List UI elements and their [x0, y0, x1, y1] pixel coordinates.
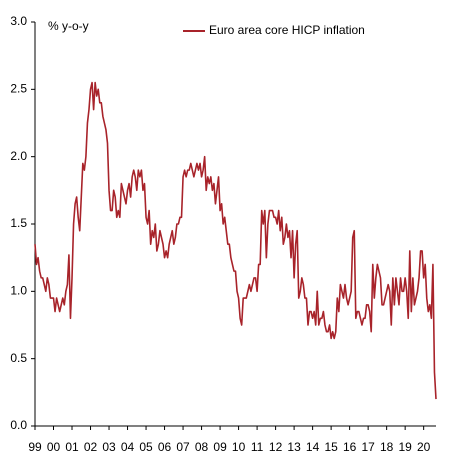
x-tick-label: 19: [398, 440, 412, 454]
x-tick-label: 12: [269, 440, 283, 454]
y-tick-label: 3.0: [10, 14, 27, 28]
x-tick-label: 08: [195, 440, 209, 454]
x-tick-label: 05: [139, 440, 153, 454]
x-tick-label: 20: [417, 440, 431, 454]
legend-label: Euro area core HICP inflation: [209, 23, 365, 37]
data-line: [34, 81, 437, 400]
x-tick-label: 10: [232, 440, 246, 454]
x-tick-label: 07: [176, 440, 190, 454]
x-tick-label: 13: [287, 440, 301, 454]
x-tick-label: 04: [121, 440, 135, 454]
y-tick-label: 1.5: [10, 216, 27, 230]
x-tick-label: 16: [343, 440, 357, 454]
y-axis-label: % y-o-y: [48, 19, 89, 33]
x-tick-label: 03: [102, 440, 116, 454]
x-tick-label: 06: [158, 440, 172, 454]
x-tick-label: 17: [361, 440, 375, 454]
x-tick-label: 18: [380, 440, 394, 454]
x-tick-label: 14: [306, 440, 320, 454]
y-tick-label: 0.5: [10, 351, 27, 365]
x-tick-label: 01: [65, 440, 79, 454]
y-tick-label: 1.0: [10, 284, 27, 298]
x-tick-label: 00: [47, 440, 61, 454]
x-tick-label: 09: [213, 440, 227, 454]
x-tick-label: 15: [324, 440, 338, 454]
x-tick-label: 02: [84, 440, 98, 454]
y-tick-label: 0.0: [10, 418, 27, 432]
y-tick-label: 2.0: [10, 149, 27, 163]
x-tick-label: 11: [251, 440, 264, 454]
y-tick-label: 2.5: [10, 82, 27, 96]
x-tick-label: 99: [28, 440, 42, 454]
